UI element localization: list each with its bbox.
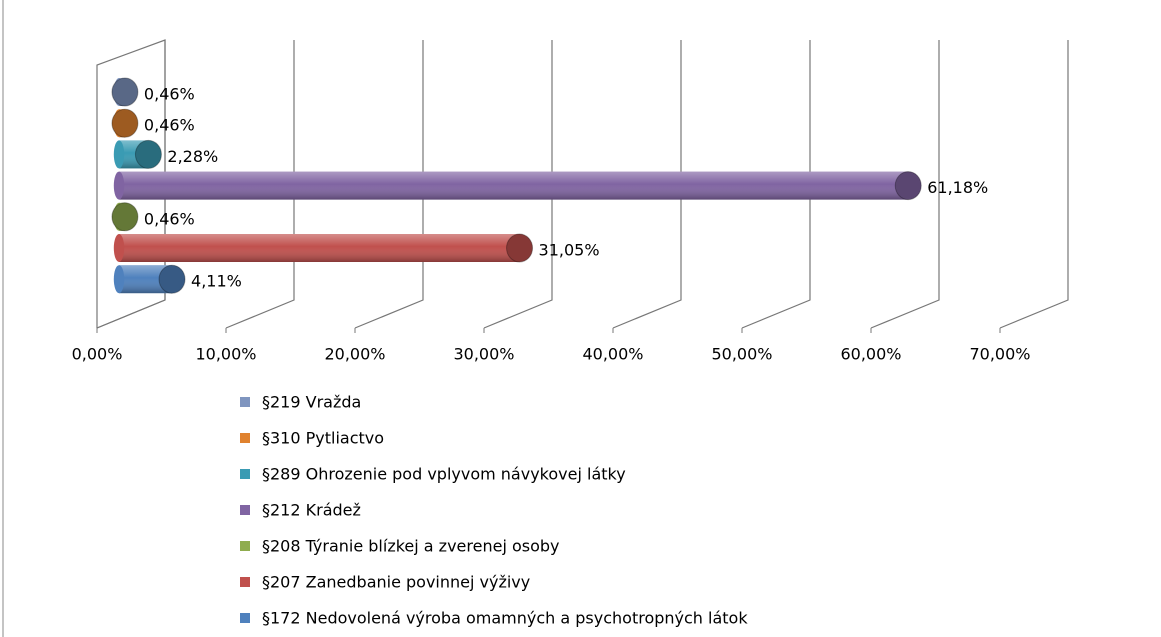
grid-line (612, 40, 682, 329)
bar-cap (134, 139, 162, 169)
legend-swatch (240, 505, 250, 515)
legend-swatch (240, 433, 250, 443)
bar-cap (111, 108, 139, 138)
x-tick-label: 70,00% (969, 345, 1030, 364)
x-tick-label: 30,00% (453, 345, 514, 364)
legend-label: §208 Týranie blízkej a zverenej osoby (262, 537, 560, 556)
legend-label: §310 Pytliactvo (262, 429, 384, 448)
legend-label: §207 Zanedbanie povinnej výživy (262, 573, 530, 592)
legend-label: §289 Ohrozenie pod vplyvom návykovej lát… (262, 465, 626, 484)
legend-label: §172 Nedovolená výroba omamných a psycho… (262, 609, 748, 628)
data-label: 4,11% (191, 272, 242, 291)
legend-label: §212 Krádež (262, 501, 361, 520)
grid-line (96, 40, 166, 329)
data-label: 0,46% (144, 209, 195, 228)
legend-swatch (240, 541, 250, 551)
x-tick-label: 20,00% (324, 345, 385, 364)
bar-start (113, 234, 125, 262)
data-label: 2,28% (167, 147, 218, 166)
bar-cap (111, 202, 139, 232)
bar-start (113, 140, 125, 169)
legend-swatch (240, 397, 250, 407)
grid-line (354, 40, 424, 329)
grid-line (870, 40, 940, 329)
legend-swatch (240, 613, 250, 623)
legend-label: §219 Vražda (262, 393, 361, 412)
bar-cap (894, 171, 922, 201)
grid-line (741, 40, 811, 329)
x-tick-label: 60,00% (840, 345, 901, 364)
grid-line (225, 40, 295, 329)
legend-swatch (240, 469, 250, 479)
data-label: 61,18% (927, 178, 988, 197)
bar-start (113, 265, 125, 294)
grid-line (999, 40, 1069, 329)
bar-start (113, 171, 125, 200)
bar-cap (158, 264, 186, 294)
x-tick-label: 50,00% (711, 345, 772, 364)
x-tick-label: 40,00% (582, 345, 643, 364)
bar-cap (506, 233, 534, 263)
frame (2, 0, 4, 637)
data-label: 31,05% (539, 241, 600, 260)
x-tick-label: 0,00% (72, 345, 123, 364)
data-label: 0,46% (144, 85, 195, 104)
data-label: 0,46% (144, 116, 195, 135)
bar-shade (119, 171, 909, 200)
grid-line (483, 40, 553, 329)
bar-shade (119, 234, 520, 262)
bar-cap (111, 77, 139, 107)
legend-swatch (240, 577, 250, 587)
x-tick-label: 10,00% (195, 345, 256, 364)
